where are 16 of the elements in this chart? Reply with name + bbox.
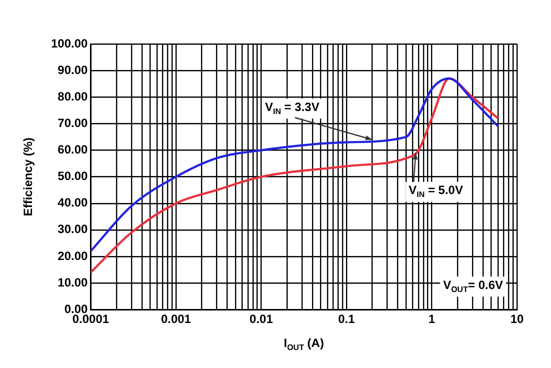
y-tick-label: 70.00: [58, 116, 88, 130]
y-tick-label: 20.00: [58, 248, 88, 263]
y-tick-label: 50.00: [58, 169, 88, 184]
y-tick-label: 90.00: [58, 62, 88, 77]
y-tick-label: 10.00: [58, 275, 88, 290]
x-tick-label: 0.1: [338, 312, 356, 326]
y-tick-label: 100.00: [51, 36, 88, 50]
y-tick-label: 60.00: [58, 142, 88, 157]
x-tick-label: 1: [428, 312, 436, 326]
y-tick-label: 40.00: [58, 196, 88, 210]
x-tick-label: 10: [510, 312, 524, 326]
x-tick-label: 0.001: [160, 312, 192, 326]
y-tick-label: 80.00: [58, 89, 88, 104]
y-axis-title: Efficiency (%): [21, 137, 36, 216]
y-tick-label: 30.00: [58, 222, 88, 236]
x-tick-label: 0.01: [250, 312, 274, 326]
